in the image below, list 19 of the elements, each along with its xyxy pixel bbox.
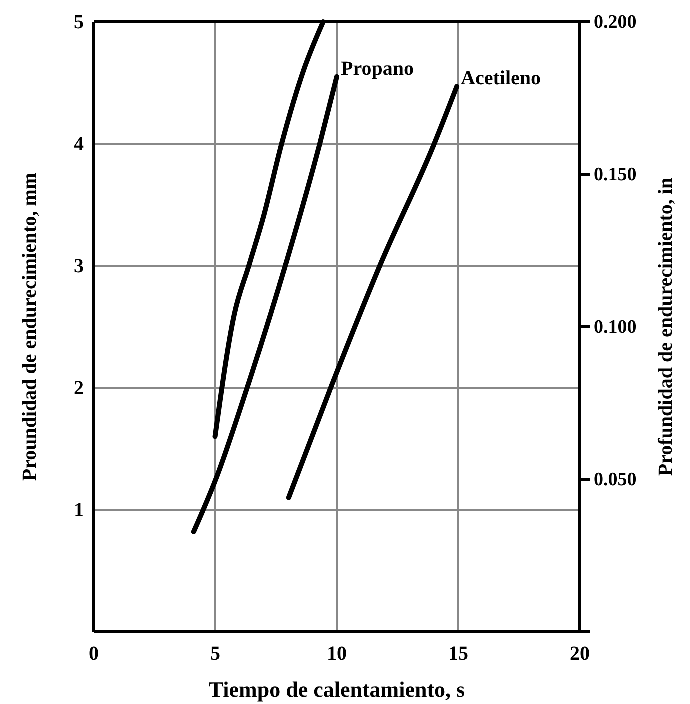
y2-tick-label: 0.050 — [594, 470, 637, 491]
y-tick-label: 2 — [74, 377, 84, 400]
y-tick-label: 3 — [74, 255, 84, 278]
y2-axis-title: Profundidad de endurecimiento, in — [655, 178, 677, 476]
y-axis-title: Proundidad de endurecimiento, mm — [19, 172, 41, 482]
x-axis-title: Tiempo de calentamiento, s — [208, 677, 466, 702]
y2-tick-label: 0.150 — [594, 164, 637, 186]
y-tick-label: 4 — [74, 133, 84, 156]
x-tick-label: 20 — [570, 643, 590, 666]
x-tick-label: 5 — [210, 643, 220, 666]
y2-tick-label: 0.200 — [594, 12, 637, 34]
series-label: Acetileno — [461, 68, 542, 90]
y2-tick-label: 0.100 — [594, 317, 637, 338]
x-tick-label: 15 — [448, 643, 468, 666]
series-label: Propano — [341, 58, 414, 80]
y-tick-label: 1 — [74, 499, 84, 522]
x-tick-label: 10 — [327, 643, 347, 666]
y-tick-label: 5 — [74, 11, 84, 34]
x-tick-label: 0 — [89, 643, 99, 666]
